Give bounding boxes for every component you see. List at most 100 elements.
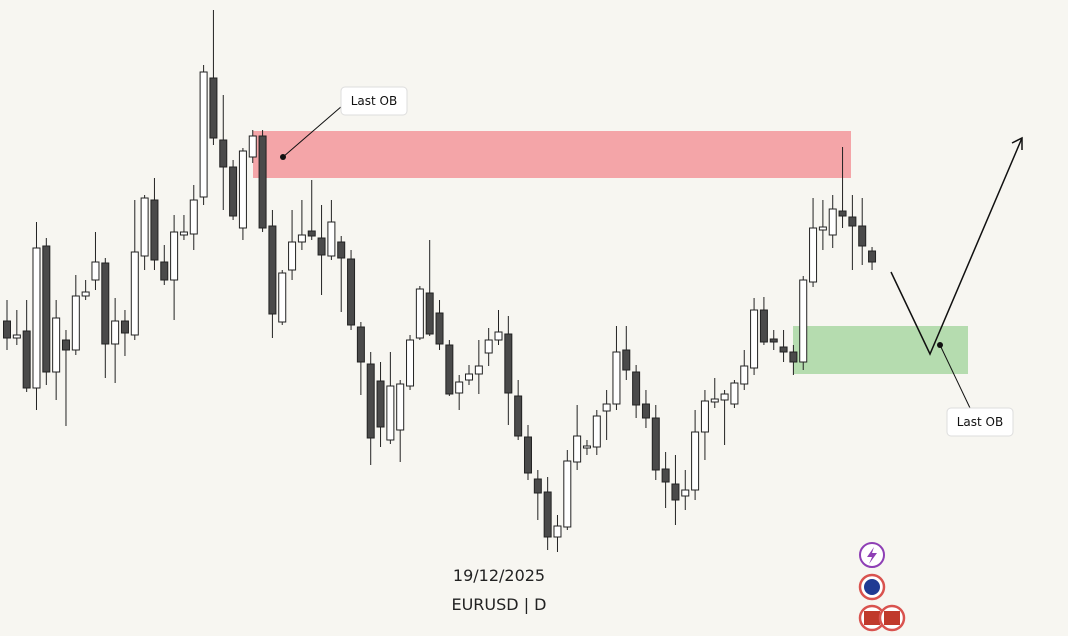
candle-body <box>514 395 523 437</box>
candle-body <box>140 197 149 257</box>
candle-body <box>868 250 877 263</box>
candle-body <box>376 380 385 428</box>
candle-body <box>740 365 749 385</box>
candle-body <box>337 241 346 259</box>
candle-body <box>189 199 198 235</box>
candle-body <box>750 309 759 369</box>
date-label: 19/12/2025 <box>453 566 545 585</box>
eu-flag <box>864 579 880 595</box>
candle-body <box>474 365 483 375</box>
candle-body <box>504 333 513 394</box>
candle-body <box>720 393 729 401</box>
candle-body <box>632 371 641 406</box>
candle-body <box>759 309 768 343</box>
candle-body <box>356 326 365 363</box>
candle-body <box>809 227 818 283</box>
candles <box>3 10 877 552</box>
candle-body <box>769 338 778 343</box>
candle-body <box>81 291 90 297</box>
candle-body <box>120 320 129 334</box>
candle-body <box>150 199 159 261</box>
candle-body <box>523 436 532 474</box>
candle-body <box>396 383 405 431</box>
candle-body <box>248 135 257 158</box>
candle-body <box>238 150 247 229</box>
candle-body <box>307 230 316 237</box>
candle-body <box>622 349 631 371</box>
candle-body <box>101 262 110 345</box>
candle-body <box>789 351 798 363</box>
candle-body <box>3 320 11 339</box>
callout-box <box>946 407 1014 437</box>
candle-body <box>602 403 611 412</box>
candle-body <box>710 398 719 403</box>
us-flag <box>884 611 900 625</box>
candle-body <box>52 317 61 373</box>
order-block-zone <box>793 326 968 374</box>
candle-body <box>415 288 424 339</box>
candle-body <box>42 245 51 373</box>
callout-label: Last OB <box>351 94 398 108</box>
candle-body <box>651 417 660 471</box>
candle-body <box>455 381 464 394</box>
candle-body <box>858 225 867 247</box>
candle-body <box>219 139 228 168</box>
candle-body <box>32 247 41 389</box>
candle-body <box>209 77 218 139</box>
candle-body <box>484 339 493 354</box>
symbol-label: EURUSD | D <box>451 595 546 614</box>
callout-label: Last OB <box>957 415 1004 429</box>
candle-body <box>671 483 680 501</box>
candle-body <box>691 431 700 491</box>
candle-body <box>573 435 582 463</box>
candle-body <box>297 234 306 243</box>
candle-body <box>130 251 139 336</box>
candle-body <box>258 135 267 229</box>
candle-body <box>592 415 601 448</box>
candle-body <box>288 241 297 271</box>
candle-body <box>12 334 21 339</box>
candle-body <box>494 331 503 341</box>
callout-line <box>282 105 343 158</box>
arrow-head <box>1011 136 1023 150</box>
candle-body <box>179 231 188 236</box>
projection-path <box>890 137 1023 356</box>
candle-body <box>111 320 120 345</box>
candle-body <box>386 385 395 441</box>
candle-body <box>818 226 827 231</box>
candle-body <box>170 231 179 281</box>
candle-body <box>435 312 444 345</box>
candle-body <box>160 261 169 281</box>
candle-body <box>317 237 326 256</box>
icons <box>858 542 906 632</box>
candle-body <box>681 489 690 497</box>
callout-dot <box>280 154 286 160</box>
candle-body <box>700 400 709 433</box>
candle-body <box>229 166 238 217</box>
candle-body <box>71 295 80 351</box>
candle-body <box>366 363 375 439</box>
candle-body <box>91 261 100 281</box>
callout-dot <box>937 342 943 348</box>
candle-body <box>641 403 650 419</box>
candle-body <box>730 382 739 405</box>
candle-body <box>347 258 356 326</box>
candle-body <box>838 210 847 217</box>
us-flag <box>864 611 880 625</box>
candle-body <box>22 330 31 389</box>
candle-body <box>406 339 415 387</box>
candle-body <box>533 478 542 494</box>
candle-body <box>199 71 208 198</box>
candle-body <box>799 279 808 363</box>
candle-body <box>465 373 474 381</box>
candle-body <box>563 460 572 528</box>
candle-body <box>543 491 552 538</box>
candle-body <box>612 351 621 405</box>
candle-body <box>828 208 837 236</box>
candle-body <box>582 445 591 449</box>
order-block-zone <box>253 131 851 178</box>
candle-body <box>61 339 70 351</box>
candle-body <box>445 344 454 395</box>
callout-line <box>939 344 971 409</box>
